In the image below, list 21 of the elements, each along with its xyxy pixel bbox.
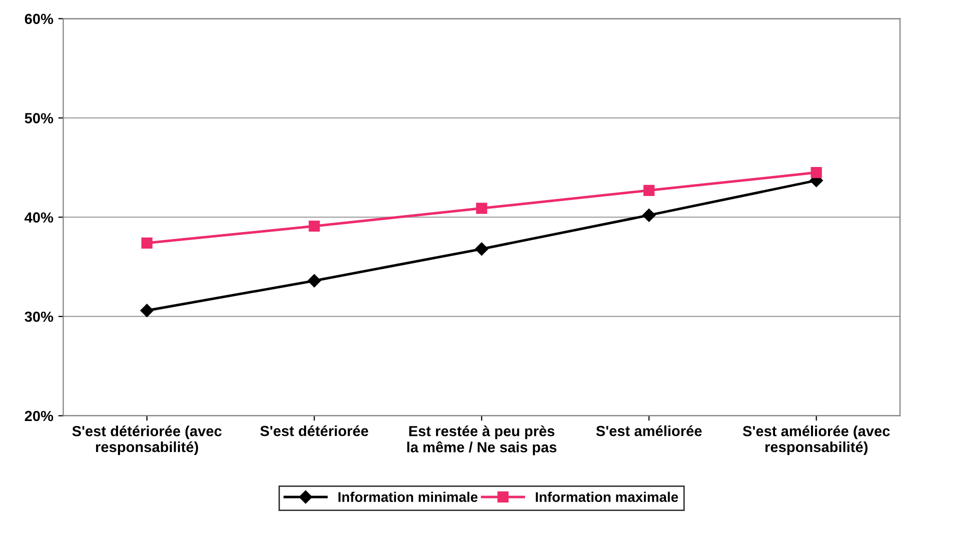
y-tick-label: 60%	[24, 14, 54, 24]
point	[308, 220, 320, 232]
point	[642, 208, 656, 222]
legend-label: Information minimale	[338, 492, 478, 502]
y-tick-label: 30%	[24, 312, 54, 322]
x-tick-label: S'est détériorée (avec responsabilité)	[72, 425, 222, 456]
y-tick-label: 20%	[24, 410, 54, 422]
point	[643, 184, 655, 196]
x-tick-label: S'est améliorée (avec responsabilité)	[742, 425, 890, 456]
point	[308, 274, 321, 288]
legend-label: Information maximale	[536, 492, 678, 502]
x-tick-label: S'est améliorée	[596, 425, 702, 436]
y-tick-label: 50%	[24, 113, 54, 124]
point	[476, 202, 488, 214]
point	[810, 166, 822, 178]
point	[475, 242, 488, 256]
x-tick-label: Est restée à peu près la même / Ne sais pas	[407, 425, 556, 456]
point	[140, 304, 154, 318]
y-tick-label: 40%	[24, 212, 54, 223]
point	[141, 237, 152, 249]
x-tick-label: S'est détériorée	[260, 425, 368, 436]
